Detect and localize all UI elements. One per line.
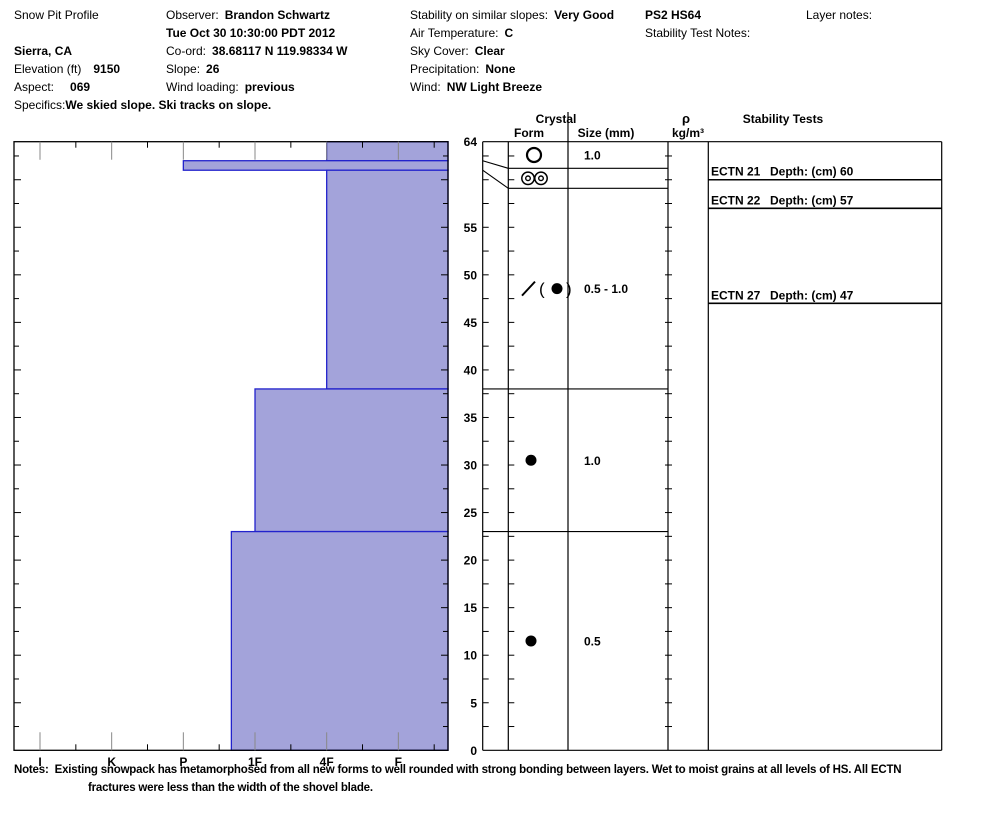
- header-column-2: Observer: Brandon Schwartz Tue Oct 30 10:…: [166, 0, 406, 115]
- hardness-axis-label: F: [395, 755, 402, 769]
- datetime-value: Tue Oct 30 10:30:00 PDT 2012: [166, 26, 336, 40]
- coord-value: 38.68117 N 119.98334 W: [212, 44, 348, 58]
- aspect-value: 069: [70, 80, 91, 94]
- stability-test-label: ECTN 27: [711, 288, 761, 302]
- form-symbol-rounded-dot: [551, 283, 563, 295]
- form-symbol-crust-outer: [521, 171, 535, 186]
- form-symbol-crust-outer: [534, 171, 548, 186]
- depth-axis-label: 0: [470, 744, 477, 758]
- elevation-label: Elevation (ft): [14, 62, 82, 76]
- depth-axis-label: 15: [464, 601, 478, 615]
- page-title: Snow Pit Profile: [14, 8, 99, 22]
- similar-slopes-label: Stability on similar slopes:: [410, 8, 549, 22]
- precipitation-value: None: [485, 62, 516, 76]
- specifics-value: We skied slope. Ski tracks on slope.: [65, 98, 272, 112]
- stability-test-label: ECTN 22: [711, 193, 761, 207]
- similar-slopes-value: Very Good: [554, 8, 615, 22]
- wind-value: NW Light Breeze: [446, 80, 543, 94]
- depth-axis-label: 45: [464, 316, 478, 330]
- hardness-axis-label: P: [179, 755, 187, 769]
- hardness-axis-label: 1F: [248, 755, 262, 769]
- slope-value: 26: [206, 62, 220, 76]
- layer-leader-diagonal: [482, 160, 509, 169]
- form-header: Form: [514, 126, 544, 140]
- header-column-5: Layer notes:: [806, 0, 986, 115]
- form-symbol-rounded-dot: [525, 454, 537, 466]
- location-value: Sierra, CA: [14, 44, 73, 58]
- notes-row-1: Notes: Existing snowpack has metamorphos…: [14, 764, 902, 776]
- sky-cover-value: Clear: [474, 44, 505, 58]
- depth-axis-label: 55: [464, 221, 478, 235]
- hardness-bar: [254, 388, 449, 533]
- hardness-bar: [230, 530, 449, 751]
- air-temp-value: C: [504, 26, 514, 40]
- stability-test-notes-label: Stability Test Notes:: [645, 26, 751, 40]
- grain-size-value: 0.5: [584, 634, 601, 648]
- density-header: ρ: [682, 111, 690, 126]
- depth-axis-label: 10: [464, 649, 478, 663]
- hardness-axis-label: 4F: [320, 755, 334, 769]
- wind-loading-value: previous: [244, 80, 295, 94]
- notes-row-2: fractures were less than the width of th…: [88, 782, 373, 794]
- layer-leader-diagonal: [482, 169, 509, 189]
- depth-axis-label: 5: [470, 696, 477, 710]
- form-symbol-clustered-rounded: [525, 146, 543, 164]
- sky-cover-label: Sky Cover:: [410, 44, 469, 58]
- observer-value: Brandon Schwartz: [224, 8, 331, 22]
- crystal-header: Crystal: [536, 112, 577, 126]
- stability-test-depth-label: Depth: (cm) 60: [770, 165, 854, 179]
- hardness-bar: [182, 160, 449, 171]
- grain-size-value: 1.0: [584, 454, 601, 468]
- coord-label: Co-ord:: [166, 44, 207, 58]
- form-symbol-rounded-dot: [525, 635, 537, 647]
- stability-test-label: ECTN 21: [711, 165, 761, 179]
- stability-test-depth-label: Depth: (cm) 47: [770, 288, 854, 302]
- hardness-bar: [326, 141, 449, 162]
- form-symbol-crust-inner: [525, 175, 532, 182]
- slope-label: Slope:: [166, 62, 201, 76]
- depth-axis-label: 40: [464, 363, 478, 377]
- pit-code: PS2 HS64: [645, 8, 702, 22]
- hardness-chart-frame: [13, 141, 449, 751]
- form-symbol-paren-open: (: [539, 280, 545, 299]
- density-unit-header: kg/m³: [672, 126, 704, 140]
- grain-size-value: 0.5 - 1.0: [584, 282, 628, 296]
- depth-axis-label: 30: [464, 459, 478, 473]
- hardness-bar: [326, 169, 449, 390]
- depth-axis-label: 64: [464, 135, 478, 149]
- header-column-3: Stability on similar slopes: Very Good Ai…: [410, 0, 640, 115]
- depth-axis-label: 25: [464, 506, 478, 520]
- notes-label: Notes:: [14, 764, 49, 776]
- size-header: Size (mm): [578, 126, 635, 140]
- elevation-value: 9150: [93, 62, 121, 76]
- hardness-axis-label: I: [38, 755, 41, 769]
- aspect-label: Aspect:: [14, 80, 55, 94]
- air-temp-label: Air Temperature:: [410, 26, 499, 40]
- header-column-1: Snow Pit Profile Sierra, CA Elevation (f…: [14, 0, 271, 115]
- header-column-4: PS2 HS64 Stability Test Notes:: [645, 0, 795, 115]
- form-symbol-paren-close: ): [566, 280, 572, 299]
- stability-tests-header: Stability Tests: [743, 112, 824, 126]
- specifics-label: Specifics:: [14, 98, 66, 112]
- depth-axis-label: 35: [464, 411, 478, 425]
- depth-axis-label: 50: [464, 268, 478, 282]
- precipitation-label: Precipitation:: [410, 62, 480, 76]
- form-symbol-crust-inner: [538, 175, 545, 182]
- wind-loading-label: Wind loading:: [166, 80, 239, 94]
- grain-size-value: 1.0: [584, 149, 601, 163]
- observer-label: Observer:: [166, 8, 219, 22]
- stability-test-depth-label: Depth: (cm) 57: [770, 193, 854, 207]
- notes-text-line2: fractures were less than the width of th…: [88, 782, 373, 794]
- notes-text-line1: Existing snowpack has metamorphosed from…: [54, 764, 902, 776]
- layer-notes-label: Layer notes:: [806, 8, 873, 22]
- wind-label: Wind:: [410, 80, 441, 94]
- depth-axis-label: 20: [464, 554, 478, 568]
- hardness-axis-label: K: [107, 755, 116, 769]
- form-symbol-decomposing-slash: [521, 280, 536, 297]
